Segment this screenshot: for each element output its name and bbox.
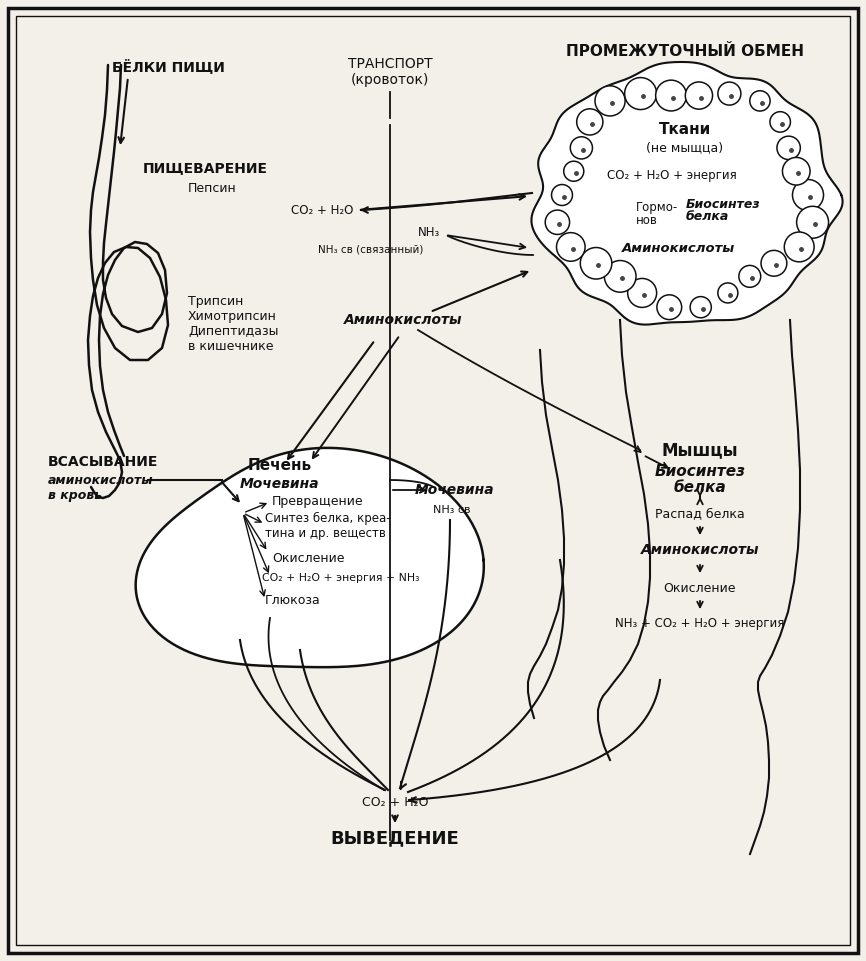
- Circle shape: [657, 295, 682, 320]
- Text: ВСАСЫВАНИЕ: ВСАСЫВАНИЕ: [48, 455, 158, 469]
- Text: Аминокислоты: Аминокислоты: [622, 241, 734, 255]
- Text: NH₃ св: NH₃ св: [433, 505, 471, 515]
- Polygon shape: [136, 448, 484, 667]
- Text: CO₂ + H₂O: CO₂ + H₂O: [291, 204, 353, 216]
- Text: белка: белка: [686, 210, 729, 224]
- Circle shape: [604, 260, 636, 292]
- Text: Биосинтез: Биосинтез: [655, 464, 746, 480]
- Text: в кровь: в кровь: [48, 489, 102, 503]
- Text: Биосинтез: Биосинтез: [686, 198, 760, 210]
- Circle shape: [552, 185, 572, 206]
- Circle shape: [783, 158, 810, 185]
- Text: Трипсин
Химотрипсин
Дипептидазы
в кишечнике: Трипсин Химотрипсин Дипептидазы в кишечн…: [188, 295, 279, 353]
- Circle shape: [628, 279, 656, 308]
- Circle shape: [690, 297, 711, 318]
- Text: (не мыщца): (не мыщца): [646, 141, 724, 155]
- Text: ТРАНСПОРТ
(кровоток): ТРАНСПОРТ (кровоток): [347, 57, 432, 87]
- Text: Ткани: Ткани: [659, 122, 711, 137]
- Circle shape: [577, 109, 603, 135]
- Text: Превращение: Превращение: [272, 496, 364, 508]
- Text: Мочевина: Мочевина: [415, 483, 494, 497]
- Circle shape: [718, 283, 738, 303]
- Text: CO₂ + H₂O + энергия: CO₂ + H₂O + энергия: [607, 168, 737, 182]
- Text: ПИЩЕВАРЕНИЕ: ПИЩЕВАРЕНИЕ: [143, 161, 268, 175]
- Circle shape: [571, 136, 592, 159]
- Circle shape: [624, 78, 656, 110]
- Text: Окисление: Окисление: [663, 581, 736, 595]
- Text: Аминокислоты: Аминокислоты: [641, 543, 759, 557]
- Circle shape: [750, 90, 770, 111]
- Circle shape: [656, 80, 687, 111]
- Circle shape: [785, 232, 814, 261]
- Text: CO₂ + H₂O + энергия + NH₃: CO₂ + H₂O + энергия + NH₃: [262, 573, 419, 583]
- Text: NH₃: NH₃: [418, 226, 440, 238]
- Text: Глюкоза: Глюкоза: [265, 594, 320, 606]
- Circle shape: [564, 161, 584, 182]
- Circle shape: [580, 248, 612, 279]
- Text: БЁЛКИ ПИЩИ: БЁЛКИ ПИЩИ: [112, 60, 224, 75]
- Circle shape: [595, 86, 625, 116]
- Text: Окисление: Окисление: [272, 552, 345, 564]
- Circle shape: [718, 82, 741, 105]
- Text: Мочевина: Мочевина: [240, 477, 320, 491]
- Text: белка: белка: [674, 480, 727, 496]
- Circle shape: [739, 265, 760, 287]
- Polygon shape: [532, 62, 843, 325]
- Text: Синтез белка, креа-
тина и др. веществ: Синтез белка, креа- тина и др. веществ: [265, 512, 391, 540]
- Text: NH₃ + CO₂ + H₂O + энергия: NH₃ + CO₂ + H₂O + энергия: [616, 618, 785, 630]
- Text: Гормо-: Гормо-: [636, 201, 678, 213]
- Text: Мышцы: Мышцы: [662, 441, 739, 459]
- Circle shape: [557, 233, 585, 261]
- Text: NH₃ св (связанный): NH₃ св (связанный): [318, 245, 423, 255]
- Text: нов: нов: [636, 213, 658, 227]
- Circle shape: [770, 111, 791, 133]
- Text: Аминокислоты: Аминокислоты: [344, 313, 462, 327]
- Circle shape: [792, 180, 824, 210]
- Text: Распад белка: Распад белка: [655, 507, 745, 521]
- Text: Пепсин: Пепсин: [188, 182, 236, 194]
- Text: CO₂ + H₂O: CO₂ + H₂O: [362, 796, 429, 808]
- Text: Печень: Печень: [248, 458, 312, 474]
- Text: аминокислоты: аминокислоты: [48, 474, 153, 486]
- Text: ПРОМЕЖУТОЧНЫЙ ОБМЕН: ПРОМЕЖУТОЧНЫЙ ОБМЕН: [566, 44, 804, 60]
- Text: ВЫВЕДЕНИЕ: ВЫВЕДЕНИЕ: [331, 829, 459, 847]
- Circle shape: [546, 210, 570, 234]
- Circle shape: [685, 82, 713, 110]
- Circle shape: [797, 207, 829, 238]
- Circle shape: [777, 136, 800, 160]
- Circle shape: [761, 251, 787, 276]
